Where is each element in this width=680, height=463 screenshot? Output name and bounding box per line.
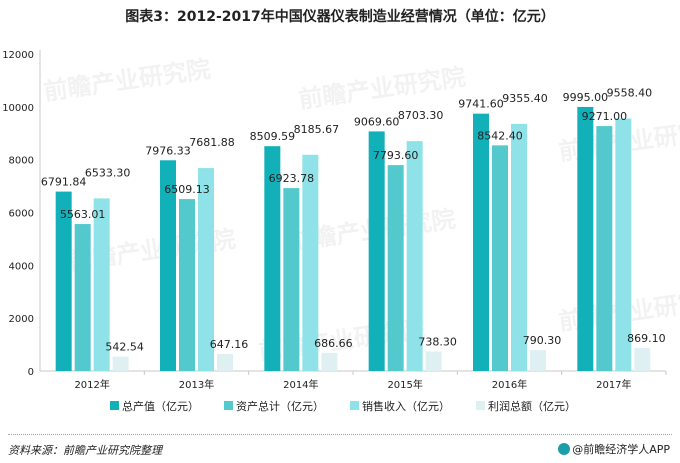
bar: [302, 154, 319, 371]
data-label: 9355.40: [502, 92, 548, 105]
bar: [321, 352, 338, 371]
data-label: 6923.78: [269, 172, 315, 185]
y-tick-label: 4000: [9, 261, 34, 272]
bar: [511, 123, 527, 372]
data-label: 6533.30: [85, 166, 131, 179]
y-tick-label: 10000: [2, 103, 34, 114]
bar: [577, 106, 594, 371]
bar: [615, 118, 632, 371]
legend-swatch: [224, 401, 233, 410]
data-label: 7681.88: [189, 136, 235, 149]
bar: [217, 353, 233, 371]
bar: [530, 350, 546, 371]
bar: [368, 131, 385, 371]
data-label: 6791.84: [41, 176, 87, 189]
bar: [55, 191, 72, 371]
data-label: 5563.01: [60, 208, 106, 221]
data-label: 8542.40: [477, 129, 523, 142]
y-tick-label: 6000: [9, 209, 34, 220]
data-label: 7976.33: [145, 144, 191, 157]
y-tick-label: 8000: [9, 156, 34, 167]
bar: [112, 356, 129, 371]
bar: [492, 145, 508, 371]
chart-title: 图表3：2012-2017年中国仪器仪表制造业经营情况（单位：亿元）: [125, 9, 555, 25]
data-label: 738.30: [418, 335, 457, 348]
data-label: 686.66: [314, 337, 353, 350]
bar: [283, 188, 300, 371]
data-label: 9069.60: [354, 115, 400, 128]
data-label: 869.10: [627, 332, 666, 345]
bar: [160, 160, 176, 371]
x-tick-label: 2013年: [179, 378, 214, 391]
footer: 资料来源：前瞻产业研究院整理 @前瞻经济学人APP: [0, 432, 680, 463]
data-label: 9995.00: [563, 91, 609, 104]
bar: [198, 168, 214, 371]
source-note: 资料来源：前瞻产业研究院整理: [8, 444, 162, 457]
data-label: 6509.13: [164, 183, 210, 196]
app-logo-icon: [558, 443, 571, 455]
data-label: 8509.59: [250, 130, 296, 143]
bar: [425, 351, 442, 371]
data-label: 647.16: [210, 338, 249, 351]
bar: [406, 141, 423, 371]
y-tick-label: 0: [28, 367, 34, 378]
legend-swatch: [476, 401, 485, 410]
app-credit-text: @前瞻经济学人APP: [572, 443, 670, 456]
bar-chart: 前瞻产业研究院前瞻产业研究院前瞻产业研究院前瞻产业研究院前瞻产业研究院前瞻产业研…: [2, 50, 680, 413]
data-label: 8703.30: [398, 109, 444, 122]
legend-label: 销售收入（亿元）: [362, 399, 450, 413]
bar: [264, 146, 281, 371]
bar: [473, 113, 489, 372]
data-label: 9741.60: [458, 98, 504, 111]
y-tick-label: 2000: [9, 314, 34, 325]
bar: [596, 126, 613, 371]
footer-divider: [8, 434, 672, 435]
legend-swatch: [350, 401, 359, 410]
y-tick-label: 12000: [2, 50, 34, 61]
data-label: 790.30: [523, 334, 562, 347]
x-tick-label: 2017年: [596, 378, 631, 391]
x-tick-label: 2014年: [283, 378, 318, 391]
x-tick-label: 2015年: [387, 378, 422, 391]
x-tick-label: 2016年: [492, 378, 527, 391]
watermark: 前瞻产业研究院: [42, 55, 212, 106]
data-label: 9558.40: [607, 86, 653, 99]
bar: [74, 224, 91, 371]
x-tick-label: 2012年: [74, 378, 109, 391]
legend-label: 利润总额（亿元）: [488, 399, 576, 413]
legend-swatch: [110, 401, 119, 410]
data-label: 9271.00: [582, 110, 628, 123]
bar: [387, 165, 404, 371]
app-credit: @前瞻经济学人APP: [558, 441, 670, 457]
legend-label: 资产总计（亿元）: [236, 399, 324, 413]
bar: [179, 199, 195, 371]
data-label: 542.54: [105, 341, 144, 354]
bar: [634, 348, 651, 371]
watermark: 前瞻产业研究院: [297, 63, 467, 114]
legend-label: 总产值（亿元）: [122, 399, 199, 413]
bar: [93, 198, 110, 371]
data-label: 8185.67: [294, 123, 340, 136]
data-label: 7793.60: [373, 149, 419, 162]
